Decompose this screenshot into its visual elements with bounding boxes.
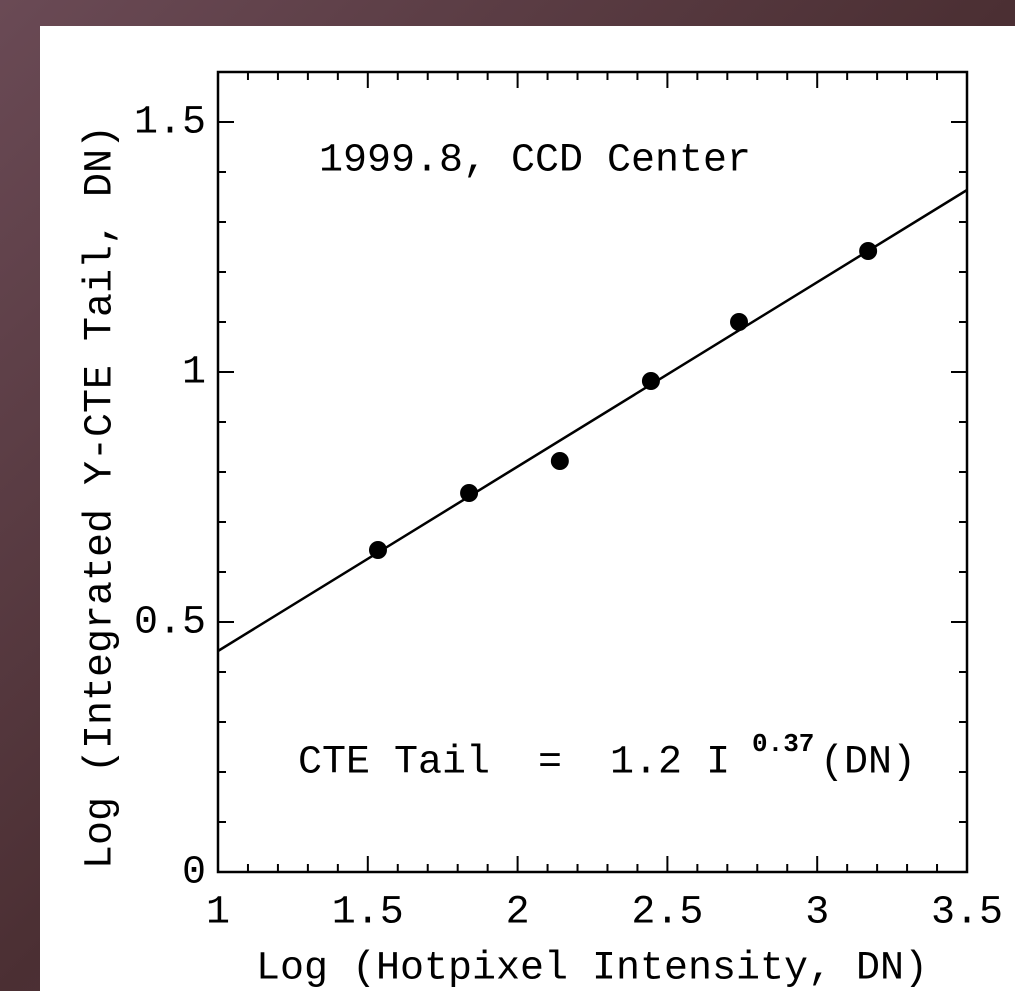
- data-point: [730, 313, 749, 331]
- data-point: [550, 452, 569, 470]
- x-tick-label: 2.5: [631, 891, 703, 936]
- annotation: 1999.8, CCD Center: [319, 139, 751, 184]
- y-tick-label: 1.5: [134, 101, 206, 146]
- data-point: [460, 484, 479, 502]
- y-tick-label: 0.5: [134, 601, 206, 646]
- y-tick-label: 0: [182, 851, 206, 896]
- data-point: [368, 541, 387, 559]
- panel: [40, 26, 1015, 991]
- x-axis-label: Log (Hotpixel Intensity, DN): [256, 947, 928, 991]
- y-tick-label: 1: [182, 351, 206, 396]
- x-tick-label: 3.5: [931, 891, 1003, 936]
- x-tick-label: 1: [206, 891, 230, 936]
- x-tick-label: 2: [506, 891, 530, 936]
- annotation-exponent: 0.37: [752, 729, 814, 759]
- y-axis-label: Log (Integrated Y-CTE Tail, DN): [79, 125, 124, 869]
- annotation: (DN): [820, 741, 916, 786]
- fit-line: [217, 188, 968, 653]
- x-tick-label: 3: [805, 891, 829, 936]
- x-tick-label: 1.5: [332, 891, 404, 936]
- data-point: [641, 372, 660, 390]
- data-point: [859, 242, 878, 260]
- annotation: CTE Tail = 1.2 I: [298, 741, 730, 786]
